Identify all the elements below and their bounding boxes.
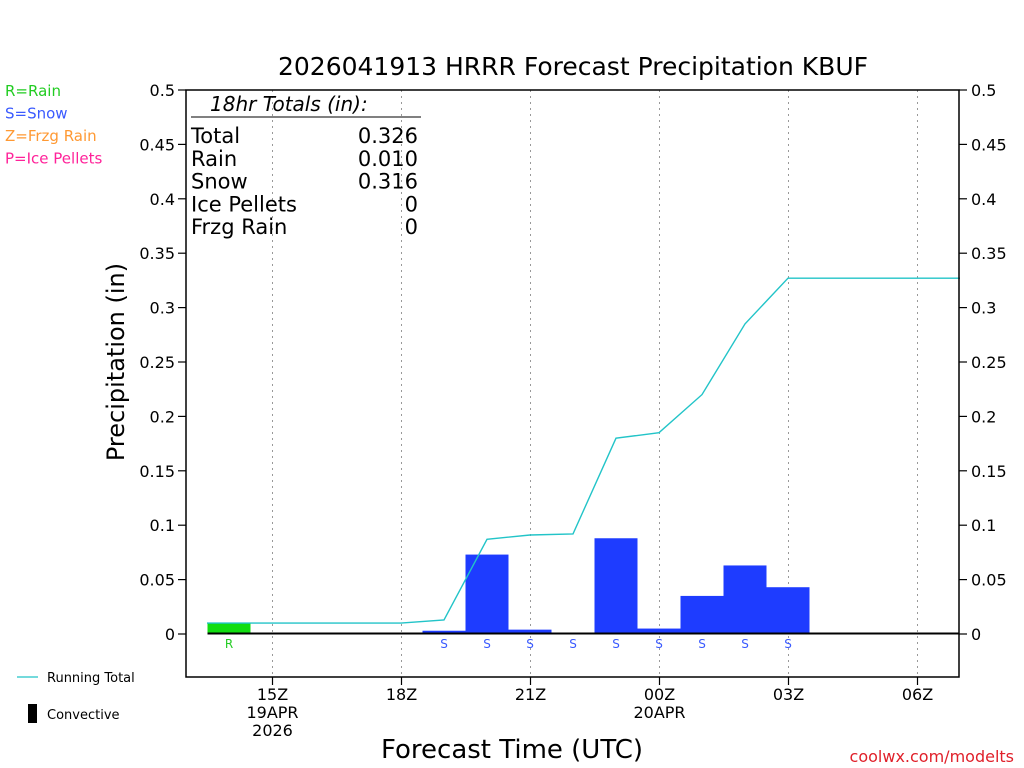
totals-label-snow: Snow — [191, 170, 248, 194]
totals-label-ice-pellets: Ice Pellets — [191, 192, 297, 216]
y-tick-label-left: 0.05 — [139, 571, 175, 590]
type-legend-p: P=Ice Pellets — [5, 150, 102, 168]
x-tick-label: 19APR — [246, 703, 298, 722]
bar-hour-25 — [680, 595, 724, 634]
totals-label-total: Total — [190, 124, 240, 148]
y-tick-label-left: 0.15 — [139, 462, 175, 481]
y-tick-label-left: 0.5 — [150, 81, 175, 100]
y-axis-right: 0 0.05 0.1 0.15 0.2 0.25 0.3 0.35 0.4 0.45 0.5 — [959, 81, 1007, 644]
x-tick-label: 20APR — [633, 703, 685, 722]
type-letter-hour-26: S — [741, 637, 749, 651]
totals-label-rain: Rain — [191, 147, 237, 171]
type-legend-z: Z=Frzg Rain — [5, 127, 97, 145]
y-tick-label-left: 0.3 — [150, 299, 175, 318]
totals-box: 18hr Totals (in): Total 0.326 Rain 0.010 Sno… — [190, 92, 421, 239]
totals-label-frzg-rain: Frzg Rain — [191, 215, 287, 239]
x-tick-label: 03Z — [773, 685, 804, 704]
bar-hour-21 — [508, 629, 552, 634]
precip-type-legend: R=Rain S=Snow Z=Frzg Rain P=Ice Pellets — [5, 82, 102, 168]
plot-frame — [185, 89, 960, 678]
y-tick-label-left: 0.2 — [150, 407, 175, 426]
y-tick-label-right: 0.1 — [971, 516, 996, 535]
y-tick-label-right: 0.3 — [971, 299, 996, 318]
type-legend-s: S=Snow — [5, 105, 68, 123]
y-tick-label-left: 0.1 — [150, 516, 175, 535]
y-tick-label-right: 0.25 — [971, 353, 1007, 372]
running-total-legend-label: Running Total — [47, 671, 135, 686]
y-tick-label-right: 0.2 — [971, 407, 996, 426]
type-letter-hour-21: S — [526, 637, 534, 651]
y-tick-label-left: 0.4 — [150, 190, 175, 209]
type-letter-hour-24: S — [655, 637, 663, 651]
type-legend-r: R=Rain — [5, 82, 61, 100]
totals-value-snow: 0.316 — [358, 170, 418, 194]
y-tick-label-left: 0.45 — [139, 135, 175, 154]
bar-hour-27 — [766, 587, 810, 634]
bar-hour-19 — [422, 630, 466, 634]
type-letter-hour-25: S — [698, 637, 706, 651]
totals-value-ice-pellets: 0 — [405, 192, 418, 216]
type-letter-hour-19: S — [440, 637, 448, 651]
y-tick-label-right: 0.45 — [971, 135, 1007, 154]
type-letter-hour-22: S — [569, 637, 577, 651]
chart-title: 2026041913 HRRR Forecast Precipitation K… — [278, 52, 868, 81]
bar-hour-26 — [723, 565, 767, 634]
convective-legend-label: Convective — [47, 708, 120, 723]
type-letter-hour-14: R — [225, 637, 233, 651]
running-total-series — [207, 277, 960, 624]
x-tick-label: 21Z — [515, 685, 546, 704]
totals-heading: 18hr Totals (in): — [210, 92, 368, 116]
y-tick-label-left: 0.25 — [139, 353, 175, 372]
y-tick-label-left: 0.35 — [139, 244, 175, 263]
running-total-line — [207, 277, 960, 624]
type-letter-hour-20: S — [483, 637, 491, 651]
y-tick-label-left: 0 — [165, 625, 175, 644]
totals-value-frzg-rain: 0 — [405, 215, 418, 239]
y-tick-label-right: 0.15 — [971, 462, 1007, 481]
x-axis-label: Forecast Time (UTC) — [381, 735, 643, 765]
x-tick-label: 15Z — [257, 685, 288, 704]
bar-hour-23 — [594, 538, 638, 634]
y-tick-label-right: 0.35 — [971, 244, 1007, 263]
grid-lines — [272, 90, 918, 677]
type-letter-hour-23: S — [612, 637, 620, 651]
y-axis-left: 0 0.05 0.1 0.15 0.2 0.25 0.3 0.35 0.4 0.45 0.5 — [139, 81, 186, 644]
bar-hour-24 — [637, 628, 681, 634]
x-tick-label: 18Z — [386, 685, 417, 704]
x-tick-label: 00Z — [644, 685, 675, 704]
x-tick-label: 06Z — [902, 685, 933, 704]
bottom-legend: Running Total Convective — [17, 671, 135, 723]
totals-value-total: 0.326 — [358, 124, 418, 148]
type-letter-hour-27: S — [784, 637, 792, 651]
precip-bars — [207, 538, 810, 634]
bar-hour-14 — [207, 623, 251, 634]
x-tick-label: 2026 — [252, 721, 293, 740]
y-tick-label-right: 0.05 — [971, 571, 1007, 590]
y-tick-label-right: 0.5 — [971, 81, 996, 100]
y-tick-label-right: 0.4 — [971, 190, 996, 209]
bar-hour-20 — [465, 554, 509, 634]
y-axis-label: Precipitation (in) — [102, 263, 130, 461]
y-tick-label-right: 0 — [971, 625, 981, 644]
totals-value-rain: 0.010 — [358, 147, 418, 171]
convective-legend-swatch — [28, 704, 37, 723]
credit-text: coolwx.com/modelts — [850, 747, 1014, 766]
